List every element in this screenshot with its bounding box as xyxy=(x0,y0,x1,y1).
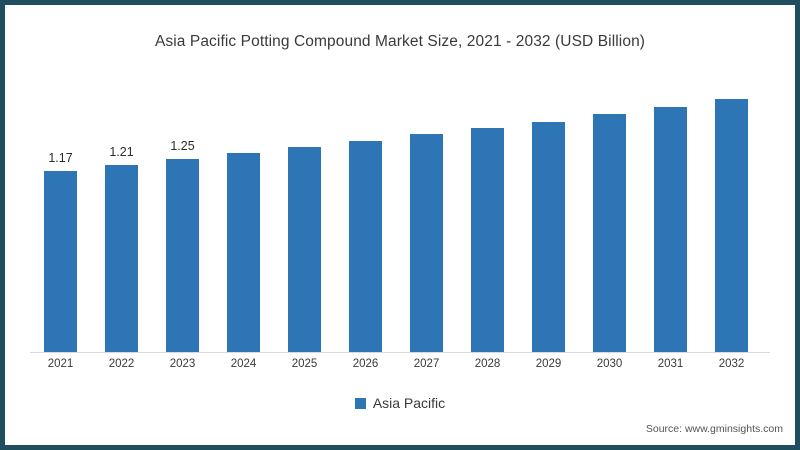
bar-2027 xyxy=(396,65,457,352)
x-tick-2028: 2028 xyxy=(474,358,501,370)
x-tick-2027: 2027 xyxy=(413,358,440,370)
bar-rect-2031 xyxy=(654,107,687,352)
x-tick-2029: 2029 xyxy=(535,358,562,370)
bar-2032 xyxy=(701,65,762,352)
bar-rect-2021 xyxy=(44,171,77,352)
chart-legend: Asia Pacific xyxy=(5,395,795,411)
bar-value-label-2021: 1.17 xyxy=(48,151,73,165)
bar-value-label-2022: 1.21 xyxy=(109,145,134,159)
bar-2030 xyxy=(579,65,640,352)
x-tick-2024: 2024 xyxy=(230,358,257,370)
x-tick-2030: 2030 xyxy=(596,358,623,370)
bar-rect-2028 xyxy=(471,128,504,352)
x-tick-2031: 2031 xyxy=(657,358,684,370)
bar-rect-2030 xyxy=(593,114,626,352)
bar-2022 xyxy=(91,65,152,352)
bar-2024 xyxy=(213,65,274,352)
bar-2029 xyxy=(518,65,579,352)
legend-label-asia-pacific: Asia Pacific xyxy=(372,395,446,411)
bar-rect-2027 xyxy=(410,134,443,352)
bar-2026 xyxy=(335,65,396,352)
x-axis-line xyxy=(30,352,770,353)
bar-2023 xyxy=(152,65,213,352)
bar-rect-2026 xyxy=(349,141,382,352)
bar-2028 xyxy=(457,65,518,352)
bar-rect-2024 xyxy=(227,153,260,352)
bar-value-label-2023: 1.25 xyxy=(170,139,195,153)
chart-title: Asia Pacific Potting Compound Market Siz… xyxy=(154,33,646,50)
x-tick-2032: 2032 xyxy=(718,358,745,370)
bar-2031 xyxy=(640,65,701,352)
chart-canvas: Asia Pacific Potting Compound Market Siz… xyxy=(5,5,795,445)
bar-rect-2029 xyxy=(532,122,565,352)
bar-2021 xyxy=(30,65,91,352)
bar-rect-2032 xyxy=(715,99,748,352)
source-attribution: Source: www.gminsights.com xyxy=(645,423,783,435)
bar-rect-2023 xyxy=(166,159,199,352)
bar-rect-2022 xyxy=(105,165,138,352)
x-tick-2022: 2022 xyxy=(108,358,135,370)
bar-rect-2025 xyxy=(288,147,321,352)
x-tick-2021: 2021 xyxy=(47,358,74,370)
x-tick-2025: 2025 xyxy=(291,358,318,370)
bar-2025 xyxy=(274,65,335,352)
x-tick-2026: 2026 xyxy=(352,358,379,370)
x-tick-2023: 2023 xyxy=(169,358,196,370)
legend-swatch-asia-pacific xyxy=(354,397,366,409)
